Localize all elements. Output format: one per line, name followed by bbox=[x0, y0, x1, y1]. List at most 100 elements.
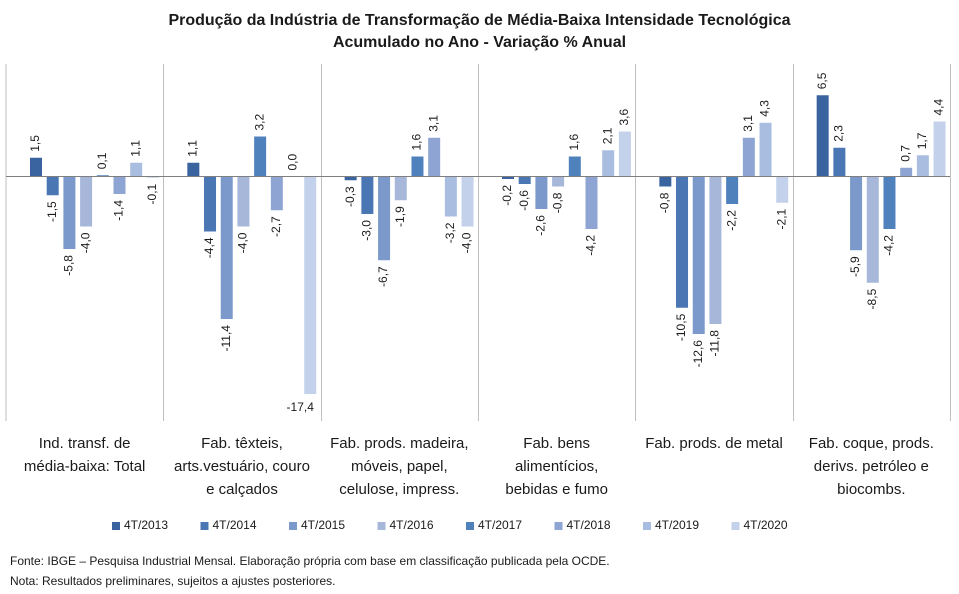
legend-label: 4T/2014 bbox=[213, 518, 257, 532]
data-label: -4,0 bbox=[236, 232, 250, 253]
bar bbox=[816, 95, 829, 177]
bar bbox=[502, 176, 514, 179]
data-label: -1,4 bbox=[112, 200, 126, 221]
category-label: alimentícios, bbox=[515, 458, 598, 475]
data-label: 1,1 bbox=[186, 140, 200, 157]
data-label: -10,5 bbox=[674, 313, 688, 341]
bar bbox=[726, 176, 739, 204]
data-label: 1,1 bbox=[128, 140, 142, 157]
category-label: Fab. prods. de metal bbox=[645, 435, 783, 452]
data-label: 2,3 bbox=[832, 125, 846, 142]
data-label: 4,4 bbox=[932, 98, 946, 115]
bar bbox=[602, 150, 615, 177]
bar bbox=[378, 176, 391, 261]
category-label: móveis, papel, bbox=[351, 458, 448, 475]
bar bbox=[344, 176, 357, 181]
data-label: -5,9 bbox=[848, 256, 862, 277]
bar bbox=[883, 176, 896, 229]
data-label: -4,2 bbox=[584, 235, 598, 256]
bar bbox=[254, 136, 267, 177]
data-label: -4,4 bbox=[202, 237, 216, 258]
legend-swatch bbox=[289, 522, 297, 530]
bar bbox=[444, 176, 457, 217]
footnotes: Fonte: IBGE – Pesquisa Industrial Mensal… bbox=[10, 551, 610, 591]
chart-title: Produção da Indústria de Transformação d… bbox=[168, 12, 791, 29]
data-label: -0,1 bbox=[145, 183, 159, 204]
data-label: -5,8 bbox=[62, 255, 76, 276]
bar bbox=[900, 167, 913, 177]
data-label: 6,5 bbox=[815, 72, 829, 89]
bar bbox=[46, 176, 59, 196]
legend-label: 4T/2017 bbox=[478, 518, 522, 532]
bar bbox=[676, 176, 689, 308]
data-label: -4,2 bbox=[882, 235, 896, 256]
legend-swatch bbox=[643, 522, 651, 530]
legend-label: 4T/2019 bbox=[655, 518, 699, 532]
legend-swatch bbox=[466, 522, 474, 530]
category-label: Fab. coque, prods. bbox=[809, 435, 934, 452]
bar bbox=[866, 176, 879, 283]
data-label: -17,4 bbox=[287, 400, 315, 414]
preliminary-note: Nota: Resultados preliminares, sujeitos … bbox=[10, 574, 336, 588]
bar bbox=[96, 175, 109, 177]
data-label: -3,0 bbox=[360, 220, 374, 241]
bar bbox=[411, 156, 424, 177]
bar bbox=[759, 122, 772, 177]
category-label: Ind. transf. de bbox=[39, 435, 131, 452]
data-label: -2,2 bbox=[724, 210, 738, 231]
data-label: -11,8 bbox=[708, 330, 722, 357]
data-label: -8,5 bbox=[865, 288, 879, 309]
data-label: 3,1 bbox=[741, 115, 755, 132]
data-label: 3,1 bbox=[426, 115, 440, 132]
legend-label: 4T/2015 bbox=[301, 518, 345, 532]
bar bbox=[776, 176, 789, 203]
data-label: -1,9 bbox=[393, 206, 407, 227]
legend-label: 4T/2013 bbox=[124, 518, 168, 532]
bar bbox=[304, 176, 317, 394]
data-label: -6,7 bbox=[376, 266, 390, 287]
data-label: 0,7 bbox=[898, 145, 912, 162]
category-label: Fab. têxteis, bbox=[201, 435, 283, 452]
data-label: -11,4 bbox=[219, 325, 233, 352]
bar bbox=[916, 155, 929, 177]
bar bbox=[237, 176, 250, 227]
bar bbox=[568, 156, 581, 177]
data-label: 1,6 bbox=[410, 133, 424, 150]
category-label: Fab. prods. madeira, bbox=[330, 435, 468, 452]
data-label: -0,6 bbox=[517, 190, 531, 211]
bar bbox=[30, 157, 42, 177]
bar bbox=[394, 176, 407, 201]
data-label: 1,5 bbox=[28, 135, 42, 152]
data-label: -0,8 bbox=[658, 192, 672, 213]
data-label: -2,6 bbox=[534, 215, 548, 236]
bar bbox=[80, 176, 93, 227]
data-label: 2,1 bbox=[600, 127, 614, 144]
bar bbox=[518, 176, 531, 184]
bar bbox=[552, 176, 565, 187]
legend-swatch bbox=[731, 522, 740, 530]
bar bbox=[618, 131, 631, 177]
legend-label: 4T/2018 bbox=[567, 518, 611, 532]
source-note: Fonte: IBGE – Pesquisa Industrial Mensal… bbox=[10, 554, 610, 568]
bar bbox=[659, 176, 672, 187]
data-label: -4,0 bbox=[78, 232, 92, 253]
bar bbox=[461, 176, 474, 227]
bar bbox=[113, 176, 126, 194]
chart-title-block: Produção da Indústria de Transformação d… bbox=[0, 10, 959, 54]
category-label: derivs. petróleo e bbox=[814, 458, 929, 475]
bar bbox=[361, 176, 374, 214]
data-label: 0,1 bbox=[95, 152, 109, 169]
category-label: e calçados bbox=[206, 481, 278, 498]
data-label: 1,6 bbox=[567, 133, 581, 150]
data-label: 0,0 bbox=[286, 153, 300, 170]
data-label: 1,7 bbox=[915, 132, 929, 149]
bar bbox=[833, 147, 846, 177]
data-label: -3,2 bbox=[443, 222, 457, 243]
bar bbox=[692, 176, 705, 334]
data-label: -2,7 bbox=[269, 216, 283, 237]
bar bbox=[742, 137, 755, 177]
bar bbox=[187, 162, 200, 177]
data-label: -2,1 bbox=[774, 208, 788, 229]
bar bbox=[270, 176, 283, 211]
bar bbox=[428, 137, 441, 177]
